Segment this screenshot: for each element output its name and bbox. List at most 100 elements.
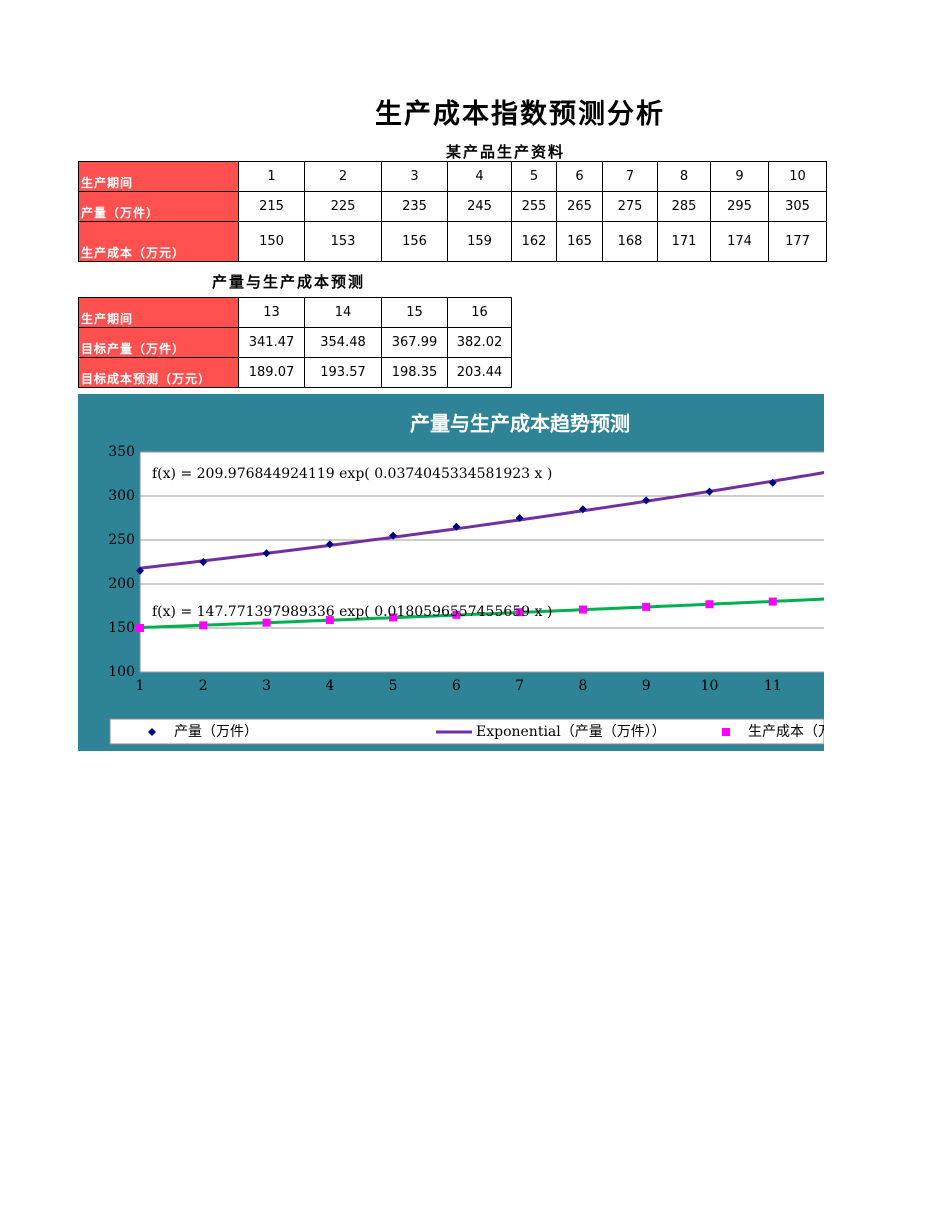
chart: 产量与生产成本趋势预测 100 150 200 250 300 350 1 2 3 4 5 6 7 8 9 1… [78, 394, 824, 751]
table-cell: 193.57 [304, 357, 382, 388]
table-cell: 295 [710, 191, 769, 222]
row-header: 目标产量（万件） [78, 327, 239, 358]
data-point [515, 608, 524, 617]
table-cell: 153 [304, 221, 382, 262]
table-cell: 354.48 [304, 327, 382, 358]
table-row: 目标成本预测（万元） 189.07 193.57 198.35 203.44 [78, 357, 512, 388]
data-point [642, 602, 651, 611]
table-cell: 245 [447, 191, 512, 222]
table-cell: 165 [556, 221, 603, 262]
x-tick-label: 4 [325, 678, 334, 694]
data-point [642, 496, 651, 505]
data-point [325, 540, 334, 549]
table-row: 产量（万件） 215 225 235 245 255 265 275 285 295 305 [78, 191, 827, 222]
trendline-equation: f(x) = 147.771397989336 exp( 0.018059655… [152, 604, 552, 620]
x-tick-label: 3 [262, 678, 271, 694]
data-point [768, 597, 777, 606]
table-cell: 162 [511, 221, 557, 262]
table-cell: 15 [381, 297, 448, 328]
legend-marker [722, 728, 730, 736]
forecast-table: 生产期间 13 14 15 16 目标产量（万件） 341.47 354.48 367.99 38… [78, 297, 512, 388]
data-point [515, 514, 524, 522]
table-cell: 367.99 [381, 327, 448, 358]
table-row: 生产期间 1 2 3 4 5 6 7 8 9 10 [78, 161, 827, 192]
data-point [325, 616, 334, 625]
x-tick-label: 7 [515, 678, 524, 694]
table-cell: 9 [710, 161, 769, 192]
data-point [768, 478, 777, 487]
table-cell: 150 [238, 221, 305, 262]
table-cell: 203.44 [447, 357, 512, 388]
data-point [199, 558, 208, 566]
data-point [452, 610, 461, 619]
table-cell: 159 [447, 221, 512, 262]
table-cell: 265 [556, 191, 603, 222]
table-cell: 3 [381, 161, 448, 192]
legend-label: Exponential（产量（万件）） [476, 724, 666, 740]
table-cell: 4 [447, 161, 512, 192]
row-header: 生产期间 [78, 297, 239, 328]
table-cell: 189.07 [238, 357, 305, 388]
row-header: 产量（万件） [78, 191, 239, 222]
table-cell: 305 [768, 191, 827, 222]
legend-label: 生产成本（万元） [748, 724, 824, 740]
x-tick-label: 6 [452, 678, 461, 694]
data-point [136, 624, 144, 632]
data-point [389, 531, 398, 540]
table-cell: 10 [768, 161, 827, 192]
table-cell: 1 [238, 161, 305, 192]
trendline [139, 471, 824, 570]
table-cell: 13 [238, 297, 305, 328]
y-tick-label: 200 [108, 576, 135, 592]
table-cell: 5 [511, 161, 557, 192]
table-cell: 2 [304, 161, 382, 192]
row-header: 目标成本预测（万元） [78, 357, 239, 388]
table-row: 目标产量（万件） 341.47 354.48 367.99 382.02 [78, 327, 512, 358]
y-tick-label: 350 [108, 444, 135, 460]
table-cell: 215 [238, 191, 305, 222]
x-tick-label: 9 [642, 678, 651, 694]
table-cell: 235 [381, 191, 448, 222]
table-cell: 171 [657, 221, 711, 262]
page-title: 生产成本指数预测分析 [375, 99, 665, 130]
table-cell: 156 [381, 221, 448, 262]
x-tick-label: 1 [136, 678, 145, 694]
data-point [578, 505, 587, 514]
table-cell: 168 [602, 221, 658, 262]
table-row: 生产成本（万元） 150 153 156 159 162 165 168 171 174 177 [78, 221, 827, 262]
data-point [705, 487, 714, 496]
table-cell: 174 [710, 221, 769, 262]
data-point [262, 549, 271, 558]
plot-area [140, 452, 824, 672]
row-header: 生产成本（万元） [78, 221, 239, 262]
table-cell: 382.02 [447, 327, 512, 358]
table-cell: 8 [657, 161, 711, 192]
trendline [139, 597, 824, 630]
table-cell: 255 [511, 191, 557, 222]
x-tick-label: 11 [764, 678, 782, 694]
data-point [705, 600, 714, 609]
chart-title: 产量与生产成本趋势预测 [410, 412, 630, 436]
table-cell: 225 [304, 191, 382, 222]
y-tick-label: 250 [108, 532, 135, 548]
y-tick-label: 100 [108, 664, 135, 680]
table-cell: 275 [602, 191, 658, 222]
x-tick-label: 5 [389, 678, 398, 694]
x-tick-label: 8 [578, 678, 587, 694]
row-header: 生产期间 [78, 161, 239, 192]
y-tick-label: 150 [108, 620, 135, 636]
table-caption: 产量与生产成本预测 [212, 273, 366, 291]
table-cell: 16 [447, 297, 512, 328]
table-cell: 285 [657, 191, 711, 222]
legend-label: 产量（万件） [174, 724, 258, 740]
table-cell: 341.47 [238, 327, 305, 358]
legend-marker [148, 728, 156, 736]
table-cell: 14 [304, 297, 382, 328]
data-point [389, 613, 398, 622]
x-tick-label: 2 [199, 678, 208, 694]
table-cell: 7 [602, 161, 658, 192]
data-point [262, 618, 271, 627]
table-cell: 6 [556, 161, 603, 192]
data-point [578, 605, 587, 614]
data-point [136, 566, 144, 575]
